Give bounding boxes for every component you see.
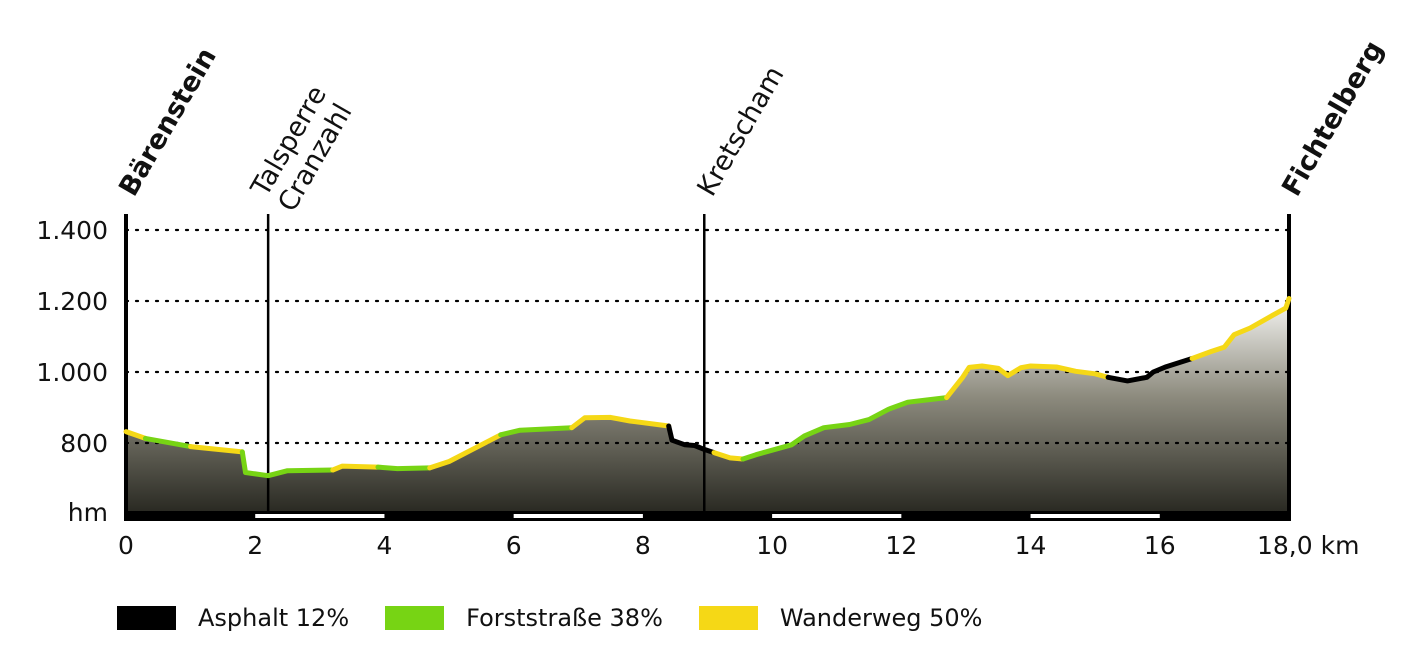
tick-labels: 800 1.000 1.200 1.400 hm 0 2 4 6 8 10 12 14 16 18,0 km [36, 216, 1359, 560]
waypoint-label-2: Kretscham [691, 61, 790, 201]
profile-segment-wander-4 [330, 463, 381, 473]
x-tick-label-0: 0 [118, 531, 134, 560]
profile-segment-wander-8 [569, 414, 672, 431]
profile-segment-wander-10 [711, 450, 746, 462]
x-axis-stripe-2 [255, 514, 385, 518]
waypoint-markers [124, 214, 1291, 516]
x-tick-label-10: 10 [756, 531, 788, 560]
legend-swatch-asphalt [117, 606, 176, 630]
profile-segment-forst-5 [375, 464, 433, 472]
x-axis-stripe-14 [1030, 514, 1160, 518]
x-tick-label-18: 18,0 km [1257, 531, 1359, 560]
y-unit-label: hm [68, 498, 108, 527]
y-tick-label-1000: 1.000 [36, 358, 108, 387]
x-tick-label-4: 4 [376, 531, 392, 560]
elevation-profile-chart: 800 1.000 1.200 1.400 hm 0 2 4 6 8 10 12 14 16 18,0 km… [36, 36, 1390, 560]
profile-segment-asphalt-13 [1105, 356, 1195, 384]
y-tick-label-1400: 1.400 [36, 216, 108, 245]
legend-swatch-wanderweg [698, 606, 758, 630]
profile-segment-wander-0 [123, 429, 148, 441]
profile-segment-asphalt-9 [666, 423, 717, 456]
x-tick-label-6: 6 [506, 531, 522, 560]
profile-segment-forst-7 [498, 425, 575, 438]
x-axis-bar [124, 511, 1291, 521]
profile-segment-forst-11 [740, 395, 950, 462]
legend-swatch-forststrasse [385, 606, 445, 630]
profile-segment-wander-14 [1189, 296, 1292, 361]
profile-segment-forst-1 [142, 435, 194, 450]
x-axis-stripe-10 [772, 514, 902, 518]
legend-label-asphalt: Asphalt 12% [198, 604, 350, 632]
x-tick-label-12: 12 [885, 531, 917, 560]
axes [124, 511, 1291, 521]
waypoint-label-3: Fichtelberg [1276, 36, 1390, 202]
profile-segment-wander-12 [944, 363, 1111, 401]
x-tick-label-14: 14 [1015, 531, 1047, 560]
x-tick-label-2: 2 [247, 531, 263, 560]
profile-segment-forst-3 [239, 449, 336, 479]
legend-label-forststrasse: Forststraße 38% [466, 604, 663, 632]
surface-lines [123, 296, 1292, 479]
waypoint-label-line: Bärenstein [113, 43, 223, 202]
legend-item-forststrasse: Forststraße 38% [385, 604, 663, 632]
legend-label-wanderweg: Wanderweg 50% [779, 604, 983, 632]
legend: Asphalt 12% Forststraße 38% Wanderweg 50… [117, 600, 1018, 636]
waypoint-label-line: Fichtelberg [1276, 36, 1390, 202]
elevation-fill [126, 298, 1289, 516]
y-tick-label-1200: 1.200 [36, 287, 108, 316]
legend-item-wanderweg: Wanderweg 50% [698, 604, 983, 632]
y-tick-label-800: 800 [60, 429, 108, 458]
elevation-area [126, 298, 1289, 516]
waypoint-label-0: Bärenstein [113, 43, 223, 202]
waypoint-label-line: Kretscham [691, 61, 790, 201]
profile-segment-wander-6 [427, 432, 504, 471]
x-axis-stripe-6 [513, 514, 643, 518]
profile-segment-wander-2 [188, 444, 245, 455]
x-tick-label-8: 8 [635, 531, 651, 560]
x-tick-label-16: 16 [1144, 531, 1176, 560]
legend-item-asphalt: Asphalt 12% [117, 604, 349, 632]
